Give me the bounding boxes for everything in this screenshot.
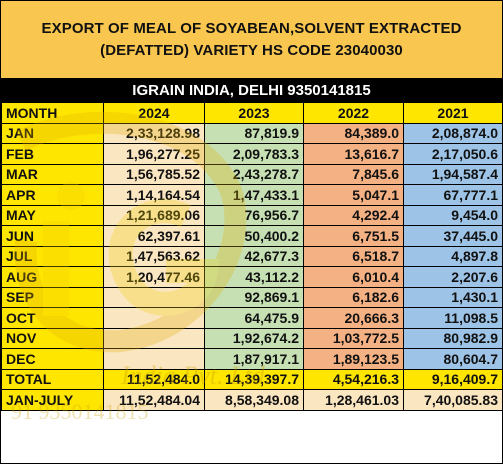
value-2021-cell: 37,445.0 [403, 225, 503, 247]
value-2023-cell: 87,819.9 [204, 122, 304, 144]
value-2023-cell: 50,400.2 [204, 225, 304, 247]
value-2021-cell: 9,454.0 [403, 204, 503, 226]
value-2021-cell: 4,897.8 [403, 245, 503, 267]
value-2023-cell: 2,43,278.7 [204, 163, 304, 185]
value-2024-cell: 1,56,785.52 [103, 163, 205, 185]
table-row: FEB 1,96,277.25 2,09,783.3 13,616.7 2,17,050… [1, 143, 503, 165]
value-2021-cell: 67,777.1 [403, 184, 503, 206]
value-2023-cell: 64,475.9 [204, 307, 304, 329]
table-row: SEP 92,869.1 6,182.6 1,430.1 [1, 286, 503, 308]
jan-july-row: JAN-JULY 11,52,484.04 8,58,349.08 1,28,4… [1, 389, 503, 411]
value-2022-cell: 5,047.1 [303, 184, 404, 206]
value-2021-cell: 2,17,050.6 [403, 143, 503, 165]
value-2022-cell: 6,182.6 [303, 286, 404, 308]
title-line-1: EXPORT OF MEAL OF SOYABEAN,SOLVENT EXTRA… [41, 19, 462, 37]
table-row: AUG 1,20,477.46 43,112.2 6,010.4 2,207.6 [1, 266, 503, 288]
month-cell: MAY [1, 204, 104, 226]
title-line-2: (DEFATTED) VARIETY HS CODE 23040030 [100, 41, 403, 59]
month-cell: NOV [1, 327, 104, 349]
value-2024-cell: 62,397.61 [103, 225, 205, 247]
month-cell: JAN [1, 122, 104, 144]
value-2023-cell: 1,47,433.1 [204, 184, 304, 206]
table-row: JUN 62,397.61 50,400.2 6,751.5 37,445.0 [1, 225, 503, 247]
month-cell: MAR [1, 163, 104, 185]
value-2022-cell: 4,292.4 [303, 204, 404, 226]
total-label: TOTAL [1, 368, 104, 390]
table-row: MAY 1,21,689.06 76,956.7 4,292.4 9,454.0 [1, 204, 503, 226]
value-2022-cell: 6,751.5 [303, 225, 404, 247]
value-2023-cell: 42,677.3 [204, 245, 304, 267]
value-2022-cell: 13,616.7 [303, 143, 404, 165]
value-2022-cell: 1,03,772.5 [303, 327, 404, 349]
value-2022-cell: 7,845.6 [303, 163, 404, 185]
table-row: JUL 1,47,563.62 42,677.3 6,518.7 4,897.8 [1, 245, 503, 267]
header-2024: 2024 [103, 102, 205, 124]
month-cell: JUN [1, 225, 104, 247]
table-row: JAN 2,33,128.98 87,819.9 84,389.0 2,08,874.0 [1, 122, 503, 144]
total-2022: 4,54,216.3 [303, 368, 404, 390]
table-row: MAR 1,56,785.52 2,43,278.7 7,845.6 1,94,587.… [1, 163, 503, 185]
value-2021-cell: 80,982.9 [403, 327, 503, 349]
header-2021: 2021 [403, 102, 503, 124]
value-2023-cell: 76,956.7 [204, 204, 304, 226]
table-row: NOV 1,92,674.2 1,03,772.5 80,982.9 [1, 327, 503, 349]
jan-july-2022: 1,28,461.03 [303, 389, 404, 411]
month-cell: APR [1, 184, 104, 206]
table-row: DEC 1,87,917.1 1,89,123.5 80,604.7 [1, 348, 503, 370]
export-table: MONTH 2024 2023 2022 2021 JAN 2,33,128.98… [1, 102, 503, 411]
value-2022-cell: 84,389.0 [303, 122, 404, 144]
value-2021-cell: 11,098.5 [403, 307, 503, 329]
value-2024-cell: 1,47,563.62 [103, 245, 205, 267]
value-2024-cell: 1,21,689.06 [103, 204, 205, 226]
month-cell: DEC [1, 348, 104, 370]
value-2023-cell: 43,112.2 [204, 266, 304, 288]
jan-july-2024: 11,52,484.04 [103, 389, 205, 411]
value-2021-cell: 2,08,874.0 [403, 122, 503, 144]
value-2024-cell: 1,20,477.46 [103, 266, 205, 288]
jan-july-label: JAN-JULY [1, 389, 104, 411]
table-row: APR 1,14,164.54 1,47,433.1 5,047.1 67,777.1 [1, 184, 503, 206]
value-2023-cell: 92,869.1 [204, 286, 304, 308]
value-2022-cell: 20,666.3 [303, 307, 404, 329]
value-2024-cell: 1,96,277.25 [103, 143, 205, 165]
header-2022: 2022 [303, 102, 404, 124]
header-row: MONTH 2024 2023 2022 2021 [1, 102, 503, 124]
value-2024-cell [103, 307, 205, 329]
header-2023: 2023 [204, 102, 304, 124]
value-2023-cell: 1,92,674.2 [204, 327, 304, 349]
total-row: TOTAL 11,52,484.0 14,39,397.7 4,54,216.3… [1, 368, 503, 390]
month-cell: JUL [1, 245, 104, 267]
value-2022-cell: 1,89,123.5 [303, 348, 404, 370]
value-2024-cell [103, 286, 205, 308]
value-2023-cell: 2,09,783.3 [204, 143, 304, 165]
month-cell: OCT [1, 307, 104, 329]
table-row: OCT 64,475.9 20,666.3 11,098.5 [1, 307, 503, 329]
value-2021-cell: 80,604.7 [403, 348, 503, 370]
value-2022-cell: 6,518.7 [303, 245, 404, 267]
report-subtitle: IGRAIN INDIA, DELHI 9350141815 [1, 79, 502, 102]
total-2023: 14,39,397.7 [204, 368, 304, 390]
value-2024-cell [103, 327, 205, 349]
month-cell: AUG [1, 266, 104, 288]
value-2024-cell: 2,33,128.98 [103, 122, 205, 144]
jan-july-2021: 7,40,085.83 [403, 389, 503, 411]
value-2021-cell: 1,430.1 [403, 286, 503, 308]
value-2022-cell: 6,010.4 [303, 266, 404, 288]
value-2021-cell: 2,207.6 [403, 266, 503, 288]
report-title: EXPORT OF MEAL OF SOYABEAN,SOLVENT EXTRA… [1, 1, 502, 79]
value-2023-cell: 1,87,917.1 [204, 348, 304, 370]
value-2021-cell: 1,94,587.4 [403, 163, 503, 185]
value-2024-cell [103, 348, 205, 370]
total-2024: 11,52,484.0 [103, 368, 205, 390]
total-2021: 9,16,409.7 [403, 368, 503, 390]
jan-july-2023: 8,58,349.08 [204, 389, 304, 411]
header-month: MONTH [1, 102, 104, 124]
month-cell: FEB [1, 143, 104, 165]
month-cell: SEP [1, 286, 104, 308]
value-2024-cell: 1,14,164.54 [103, 184, 205, 206]
